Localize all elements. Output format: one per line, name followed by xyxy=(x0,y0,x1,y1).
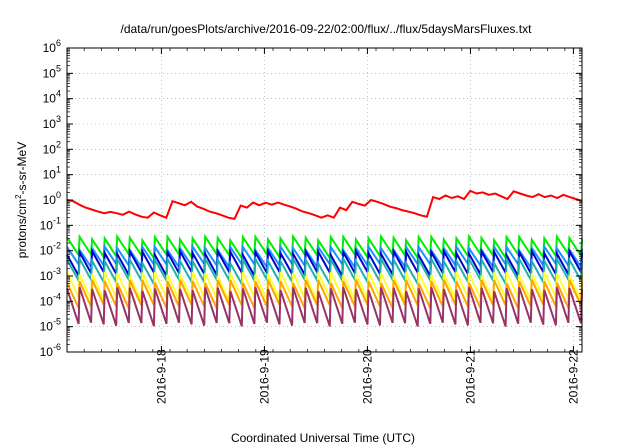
grid-lines xyxy=(67,48,582,352)
x-axis-ticks: 2016-9-18 2016-9-19 2016-9-20 2016-9-21 2016… xyxy=(66,48,583,404)
series-group xyxy=(66,189,583,327)
y-tick-label: 10-2 xyxy=(40,241,61,258)
y-tick-label: 10-3 xyxy=(40,266,61,283)
series-line-8 xyxy=(66,286,583,327)
plot-frame xyxy=(66,47,583,353)
y-tick-label: 101 xyxy=(43,165,61,182)
x-tick-label: 2016-9-20 xyxy=(360,349,374,404)
x-tick-label: 2016-9-21 xyxy=(463,349,477,404)
y-axis-ticks: 10-6 10-5 10-4 10-3 10-2 10-1 100 101 102 103 104 1… xyxy=(40,38,582,359)
y-tick-label: 10-5 xyxy=(40,317,61,334)
y-tick-label: 102 xyxy=(43,139,61,156)
x-tick-label: 2016-9-22 xyxy=(566,349,580,404)
y-tick-label: 10-1 xyxy=(40,215,61,232)
x-tick-label: 2016-9-19 xyxy=(257,349,271,404)
y-tick-label: 106 xyxy=(43,38,61,55)
series-line-1 xyxy=(66,189,583,221)
y-axis-label: protons/cm2-s-sr-MeV xyxy=(14,142,29,258)
y-tick-label: 104 xyxy=(43,89,61,106)
x-axis-label: Coordinated Universal Time (UTC) xyxy=(231,431,415,445)
y-tick-label: 103 xyxy=(43,114,61,131)
chart-title: /data/run/goesPlots/archive/2016-09-22/0… xyxy=(121,22,533,36)
y-tick-label: 10-4 xyxy=(40,291,61,308)
y-tick-label: 100 xyxy=(43,190,61,207)
y-tick-label: 10-6 xyxy=(40,342,61,359)
x-tick-label: 2016-9-18 xyxy=(154,349,168,404)
y-tick-label: 105 xyxy=(43,63,61,80)
